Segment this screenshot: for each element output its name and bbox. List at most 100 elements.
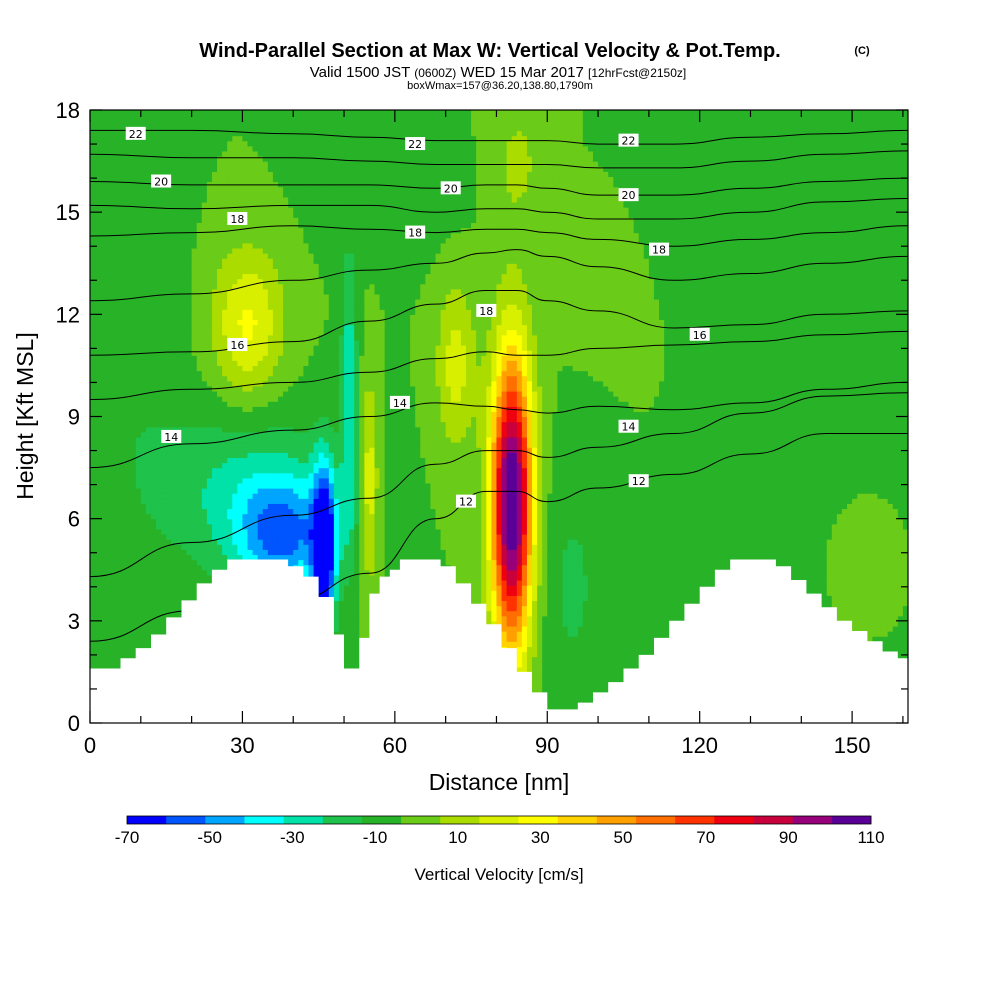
contour-label: 18 [649, 242, 670, 257]
colorbar-swatch [479, 816, 519, 824]
contour-label-bg [649, 242, 670, 256]
contour-label-bg [389, 395, 410, 409]
contour-label: 14 [389, 395, 410, 410]
contour-label-bg [628, 474, 649, 488]
colorbar-swatch [831, 816, 872, 824]
contour-label-bg [227, 211, 248, 225]
colorbar-swatch [675, 816, 715, 824]
colorbar-frame [126, 815, 872, 825]
colorbar-swatch [518, 816, 559, 824]
contour-label-bg [440, 181, 461, 195]
forecast-info: [12hrFcst@2150z] [588, 66, 686, 80]
isentrope-15 [90, 330, 908, 400]
contour-label: 18 [227, 211, 248, 226]
contour-label-text: 18 [652, 244, 666, 257]
colorbar-tick-label: 30 [531, 828, 550, 847]
isentrope-18 [90, 225, 908, 247]
valid-time-line: Valid 1500 JST (0600Z) WED 15 Mar 2017 [… [310, 64, 687, 81]
y-axis: 0 3 6 9 12 15 18 [56, 98, 908, 736]
y-tick-label: 12 [56, 302, 80, 327]
contour-label: 18 [476, 303, 497, 318]
contour-label-text: 12 [459, 496, 473, 509]
valid-time-label: Valid 1500 JST [310, 64, 410, 81]
colorbar-swatch [596, 816, 637, 824]
chart-title: Wind-Parallel Section at Max W: Vertical… [199, 40, 780, 62]
contour-label: 12 [455, 494, 476, 509]
colorbar-swatch [636, 816, 676, 824]
y-axis-label: Height [Kft MSL] [12, 332, 38, 499]
contour-label: 20 [440, 181, 461, 195]
x-axis-label: Distance [nm] [429, 769, 570, 795]
isentrope-22 [90, 129, 908, 145]
colorbar-tick-label: 110 [857, 828, 884, 847]
colorbar-tick-label: -50 [197, 828, 222, 847]
valid-date: WED 15 Mar 2017 [460, 64, 583, 81]
colorbar-swatch [127, 816, 167, 824]
contour-label-text: 18 [479, 305, 493, 318]
plot-area [90, 110, 908, 723]
contour-label-text: 12 [632, 475, 646, 488]
contour-label: 16 [227, 337, 248, 352]
colorbar-tick-label: 70 [696, 828, 715, 847]
contour-label: 22 [618, 133, 639, 148]
isentrope-13 [90, 392, 908, 578]
contour-label-text: 14 [622, 421, 636, 434]
contour-label: 22 [405, 137, 426, 151]
colorbar-swatch [557, 816, 598, 824]
valid-time-utc: (0600Z) [414, 66, 456, 80]
x-tick-label: 120 [681, 733, 718, 758]
contour-label-text: 18 [408, 227, 422, 240]
x-tick-label: 90 [535, 733, 559, 758]
colorbar: -70 -50 -30 -10 10 30 50 70 90 110 [115, 815, 885, 847]
title-block: Wind-Parallel Section at Max W: Vertical… [199, 40, 870, 92]
contour-label-text: 14 [164, 431, 178, 444]
colorbar-tick-label: 50 [614, 828, 633, 847]
isentrope-14 [90, 381, 908, 469]
contour-label-bg [405, 137, 426, 151]
contour-label-bg [618, 188, 639, 202]
colorbar-swatch [753, 816, 794, 824]
contour-label-bg [689, 327, 710, 341]
x-tick-label: 60 [383, 733, 407, 758]
colorbar-swatch [322, 816, 363, 824]
contour-labels: 22 22 22 20 20 20 18 18 18 18 16 16 14 14 14 12 12 [125, 126, 710, 509]
contour-label-bg [455, 494, 476, 508]
isentropes [90, 129, 908, 642]
contour-label-bg [476, 303, 497, 317]
contour-label-bg [161, 429, 182, 443]
terrain [90, 559, 908, 723]
isentrope-20 [90, 177, 908, 196]
isentrope-21 [90, 150, 908, 169]
contour-label-text: 16 [230, 339, 244, 352]
colorbar-swatch [401, 816, 441, 824]
isentrope-16 [90, 290, 908, 356]
colorbar-swatch [244, 816, 285, 824]
colorbar-swatch [205, 816, 245, 824]
colorbar-swatch [440, 816, 480, 824]
x-tick-label: 30 [230, 733, 254, 758]
contour-label-text: 14 [393, 397, 407, 410]
colorbar-tick-label: -30 [280, 828, 305, 847]
colorbar-swatch [361, 816, 402, 824]
x-tick-label: 0 [84, 733, 96, 758]
y-tick-label: 15 [56, 200, 80, 225]
contour-label: 22 [125, 126, 146, 141]
contour-label-bg [151, 174, 172, 188]
contour-label: 20 [151, 174, 172, 189]
contour-label: 14 [618, 419, 639, 434]
contour-label: 12 [628, 474, 649, 488]
colorbar-tick-label: 90 [779, 828, 798, 847]
contour-label-text: 16 [693, 329, 707, 342]
contour-label-text: 20 [444, 182, 458, 195]
colorbar-tick-label: -70 [115, 828, 140, 847]
contour-label-bg [618, 133, 639, 147]
contour-label-text: 22 [129, 128, 143, 141]
contour-label-text: 22 [408, 138, 422, 151]
colorbar-swatch [714, 816, 754, 824]
contour-label-bg [405, 225, 426, 239]
y-tick-label: 6 [68, 507, 80, 532]
contour-label: 18 [405, 225, 426, 240]
y-tick-label: 3 [68, 609, 80, 634]
contour-label-text: 18 [230, 213, 244, 226]
